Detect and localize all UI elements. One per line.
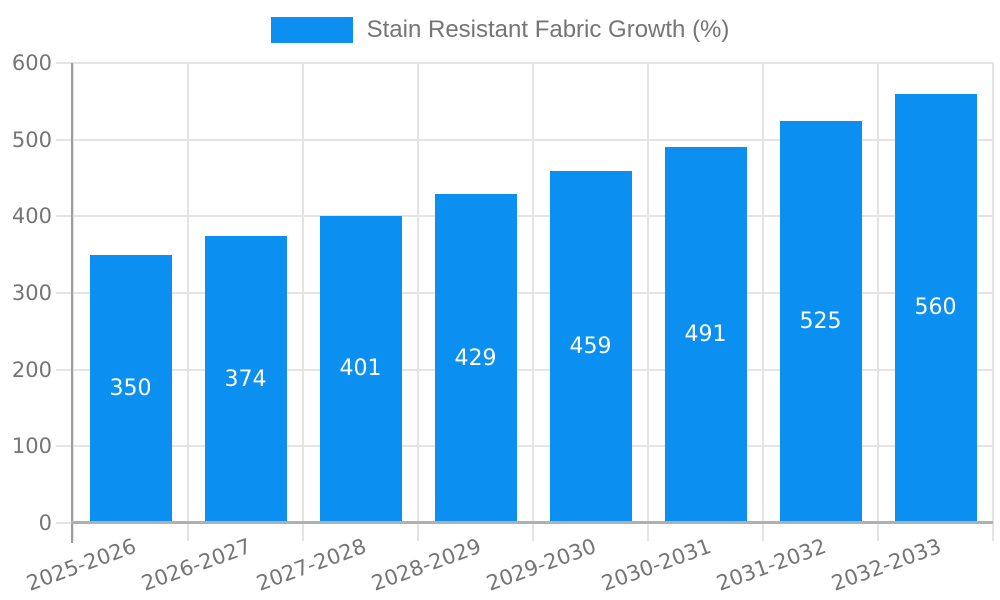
x-gridline (647, 63, 649, 541)
y-tick-label: 600 (11, 51, 52, 75)
bar (89, 254, 172, 523)
bar (434, 194, 517, 523)
chart-legend: Stain Resistant Fabric Growth (%) (0, 16, 1000, 44)
y-gridline (56, 292, 993, 294)
bar (779, 120, 862, 523)
bar-value-label: 525 (799, 308, 842, 334)
y-gridline (56, 445, 993, 448)
bar-value-label: 374 (224, 366, 267, 392)
bar-value-label: 459 (569, 334, 612, 360)
x-gridline (72, 63, 74, 541)
bar-value-label: 560 (914, 295, 957, 321)
y-tick-label: 300 (11, 281, 52, 305)
y-tick-label: 400 (11, 204, 52, 229)
y-gridline (56, 368, 993, 371)
y-tick-label: 0 (38, 511, 52, 535)
bar (664, 146, 747, 523)
x-gridline (992, 63, 994, 541)
x-gridline (417, 63, 419, 541)
bar-value-label: 401 (339, 356, 382, 382)
x-gridline (877, 63, 879, 541)
bar (894, 93, 977, 523)
bar (319, 215, 402, 523)
bar (204, 236, 287, 523)
x-gridline (532, 63, 534, 541)
legend-swatch (270, 17, 353, 43)
x-gridline (762, 63, 764, 541)
y-gridline (56, 138, 993, 141)
y-tick-label: 100 (11, 434, 52, 459)
x-axis-line (71, 521, 993, 524)
bar (549, 171, 632, 523)
y-tick-label: 500 (11, 127, 52, 152)
x-gridline (302, 63, 304, 541)
y-gridline (56, 62, 993, 64)
x-gridline (187, 63, 189, 541)
y-axis-line (71, 63, 73, 543)
y-tick-label: 200 (11, 357, 52, 382)
bar-value-label: 491 (684, 321, 727, 347)
bar-value-label: 350 (109, 375, 152, 401)
bar-value-label: 429 (454, 345, 497, 371)
legend-label: Stain Resistant Fabric Growth (%) (366, 16, 730, 43)
y-gridline (56, 215, 993, 218)
